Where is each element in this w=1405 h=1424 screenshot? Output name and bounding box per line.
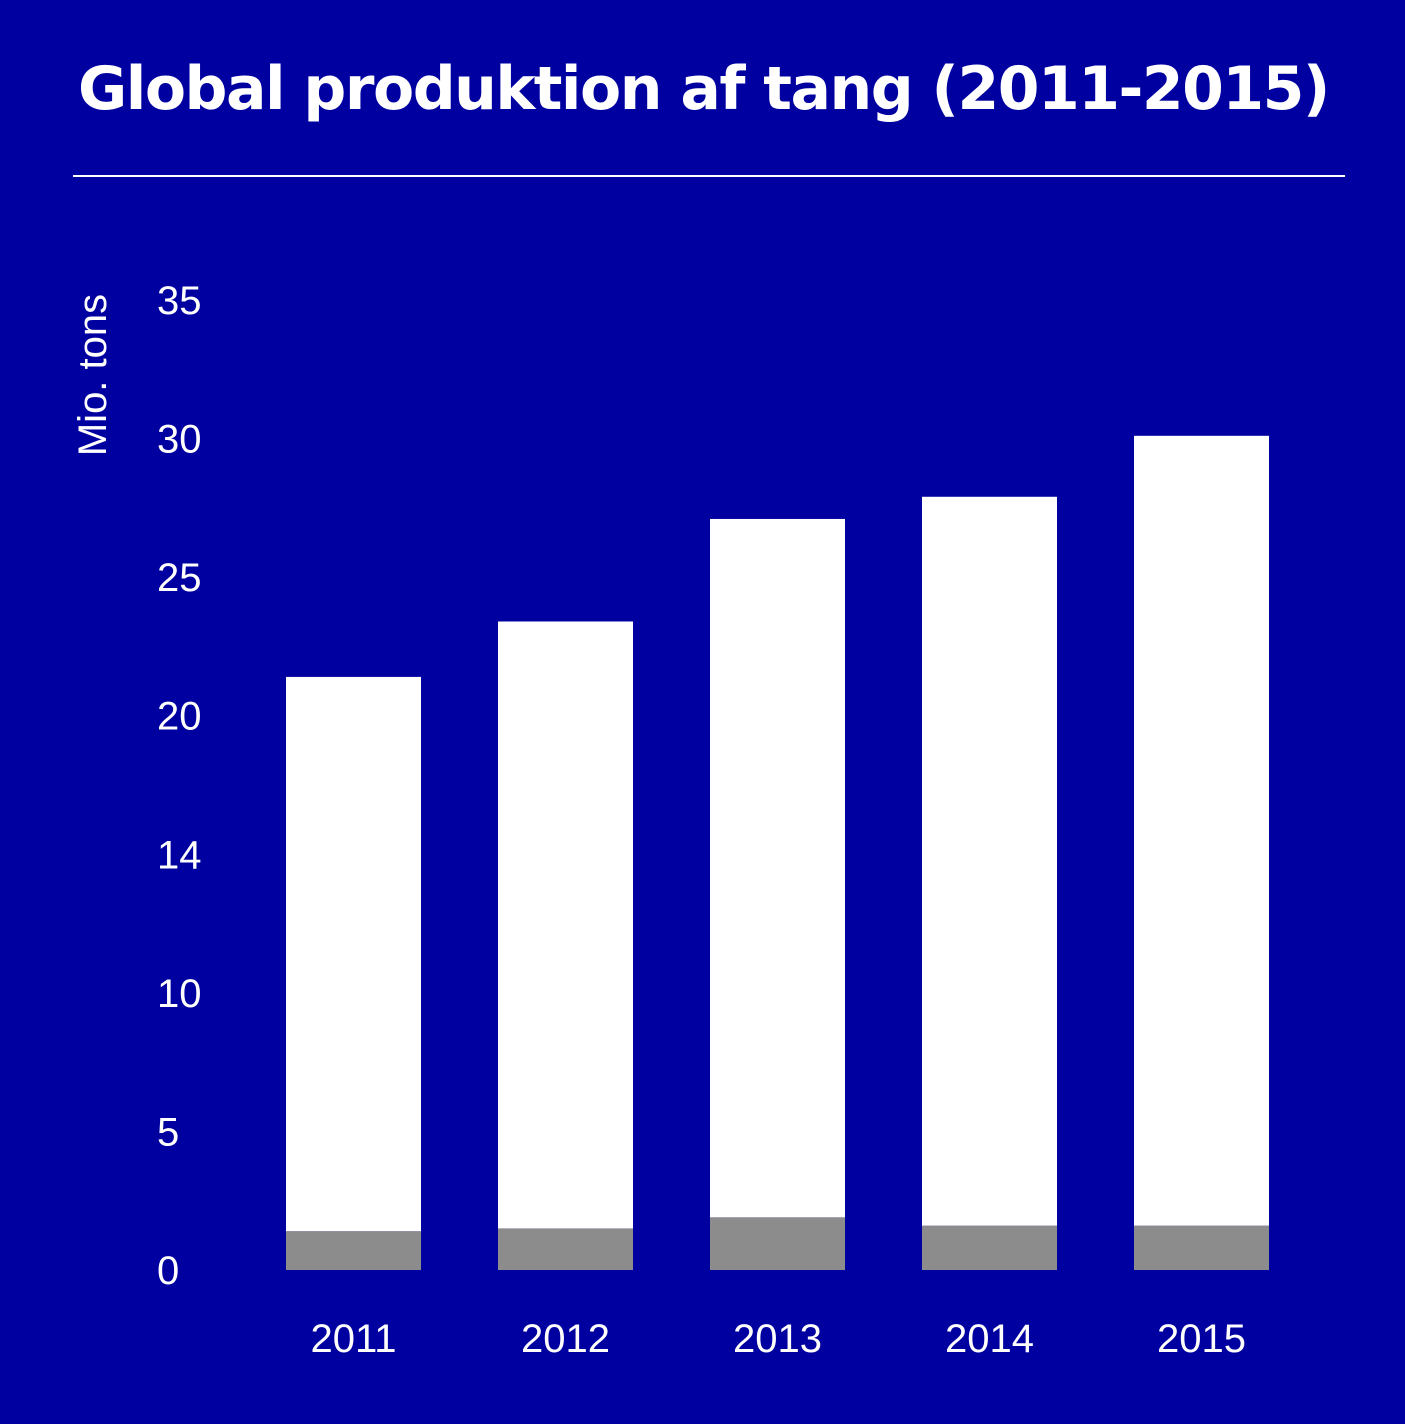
chart-title: Global produktion af tang (2011-2015) xyxy=(78,54,1330,124)
bar-segment-main xyxy=(1134,435,1269,1226)
bar-segment-main xyxy=(286,676,421,1232)
bar-segment-base xyxy=(498,1228,633,1270)
y-tick-label: 14 xyxy=(157,833,202,877)
y-axis-label: Mio. tons xyxy=(71,294,115,456)
y-axis-ticks: 0 5 10 14 20 25 30 35 xyxy=(157,279,202,1293)
bar-segment-main xyxy=(922,496,1057,1226)
x-tick-label: 2011 xyxy=(310,1317,396,1361)
bar-segment-base xyxy=(922,1225,1057,1270)
y-tick-label: 10 xyxy=(157,972,202,1016)
bar-segment-base xyxy=(1134,1225,1269,1270)
x-axis-ticks: 2011 2012 2013 2014 2015 xyxy=(310,1317,1246,1361)
x-tick-label: 2013 xyxy=(733,1317,822,1361)
x-tick-label: 2012 xyxy=(521,1317,610,1361)
bars xyxy=(286,435,1269,1270)
y-tick-label: 25 xyxy=(157,556,202,600)
x-tick-label: 2014 xyxy=(945,1317,1034,1361)
y-tick-label: 0 xyxy=(157,1249,179,1293)
y-tick-label: 35 xyxy=(157,279,202,323)
y-tick-label: 30 xyxy=(157,418,202,462)
x-tick-label: 2015 xyxy=(1157,1317,1246,1361)
bar-segment-base xyxy=(710,1217,845,1270)
bar-segment-main xyxy=(710,518,845,1218)
bar-segment-base xyxy=(286,1231,421,1270)
y-tick-label: 5 xyxy=(157,1110,179,1154)
y-tick-label: 20 xyxy=(157,695,202,739)
bar-segment-main xyxy=(498,621,633,1229)
title-divider xyxy=(73,175,1345,177)
